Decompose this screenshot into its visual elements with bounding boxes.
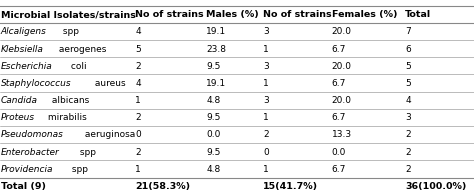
Text: Klebsiella: Klebsiella	[1, 45, 44, 54]
Text: 6: 6	[405, 45, 411, 54]
Text: 1: 1	[263, 165, 269, 174]
Text: 5: 5	[135, 45, 141, 54]
Text: spp: spp	[69, 165, 88, 174]
Text: No of strains: No of strains	[135, 10, 204, 19]
Text: 5: 5	[405, 62, 411, 71]
Text: 3: 3	[405, 113, 411, 122]
Text: 2: 2	[405, 148, 411, 157]
Text: Providencia: Providencia	[1, 165, 54, 174]
Text: 20.0: 20.0	[332, 27, 352, 36]
Text: coli: coli	[68, 62, 86, 71]
Text: spp: spp	[77, 148, 96, 157]
Text: Escherichia: Escherichia	[1, 62, 53, 71]
Text: 3: 3	[263, 62, 269, 71]
Text: 2: 2	[263, 131, 269, 139]
Text: 3: 3	[263, 27, 269, 36]
Text: Pseudomonas: Pseudomonas	[1, 131, 64, 139]
Text: spp: spp	[60, 27, 79, 36]
Text: 6.7: 6.7	[332, 113, 346, 122]
Text: 1: 1	[263, 45, 269, 54]
Text: Total (9): Total (9)	[1, 182, 46, 191]
Text: 1: 1	[135, 96, 141, 105]
Text: Staphylococcus: Staphylococcus	[1, 79, 72, 88]
Text: 4: 4	[135, 27, 141, 36]
Text: 2: 2	[405, 131, 411, 139]
Text: aerogenes: aerogenes	[56, 45, 107, 54]
Text: 2: 2	[135, 113, 141, 122]
Text: 0: 0	[263, 148, 269, 157]
Text: 6.7: 6.7	[332, 79, 346, 88]
Text: Females (%): Females (%)	[332, 10, 397, 19]
Text: 9.5: 9.5	[206, 113, 220, 122]
Text: 19.1: 19.1	[206, 27, 226, 36]
Text: 1: 1	[135, 165, 141, 174]
Text: 6.7: 6.7	[332, 45, 346, 54]
Text: mirabilis: mirabilis	[45, 113, 87, 122]
Text: Candida: Candida	[1, 96, 38, 105]
Text: 0: 0	[135, 131, 141, 139]
Text: 7: 7	[405, 27, 411, 36]
Text: 6.7: 6.7	[332, 165, 346, 174]
Text: No of strains: No of strains	[263, 10, 332, 19]
Text: 4.8: 4.8	[206, 165, 220, 174]
Text: 23.8: 23.8	[206, 45, 226, 54]
Text: 4: 4	[135, 79, 141, 88]
Text: Alcaligens: Alcaligens	[1, 27, 47, 36]
Text: 15(41.7%): 15(41.7%)	[263, 182, 318, 191]
Text: Total: Total	[405, 10, 431, 19]
Text: 20.0: 20.0	[332, 96, 352, 105]
Text: 2: 2	[135, 62, 141, 71]
Text: 9.5: 9.5	[206, 62, 220, 71]
Text: 4.8: 4.8	[206, 96, 220, 105]
Text: 9.5: 9.5	[206, 148, 220, 157]
Text: 20.0: 20.0	[332, 62, 352, 71]
Text: 2: 2	[135, 148, 141, 157]
Text: Proteus: Proteus	[1, 113, 35, 122]
Text: 19.1: 19.1	[206, 79, 226, 88]
Text: 0.0: 0.0	[332, 148, 346, 157]
Text: 36(100.0%): 36(100.0%)	[405, 182, 466, 191]
Text: 0.0: 0.0	[206, 131, 220, 139]
Text: albicans: albicans	[49, 96, 89, 105]
Text: Males (%): Males (%)	[206, 10, 259, 19]
Text: 3: 3	[263, 96, 269, 105]
Text: aureus: aureus	[92, 79, 126, 88]
Text: 21(58.3%): 21(58.3%)	[135, 182, 190, 191]
Text: 13.3: 13.3	[332, 131, 352, 139]
Text: 2: 2	[405, 165, 411, 174]
Text: 1: 1	[263, 113, 269, 122]
Text: 5: 5	[405, 79, 411, 88]
Text: Enterobacter: Enterobacter	[1, 148, 60, 157]
Text: 4: 4	[405, 96, 411, 105]
Text: aeruginosa: aeruginosa	[82, 131, 136, 139]
Text: 1: 1	[263, 79, 269, 88]
Text: Microbial Isolates/strains: Microbial Isolates/strains	[1, 10, 136, 19]
